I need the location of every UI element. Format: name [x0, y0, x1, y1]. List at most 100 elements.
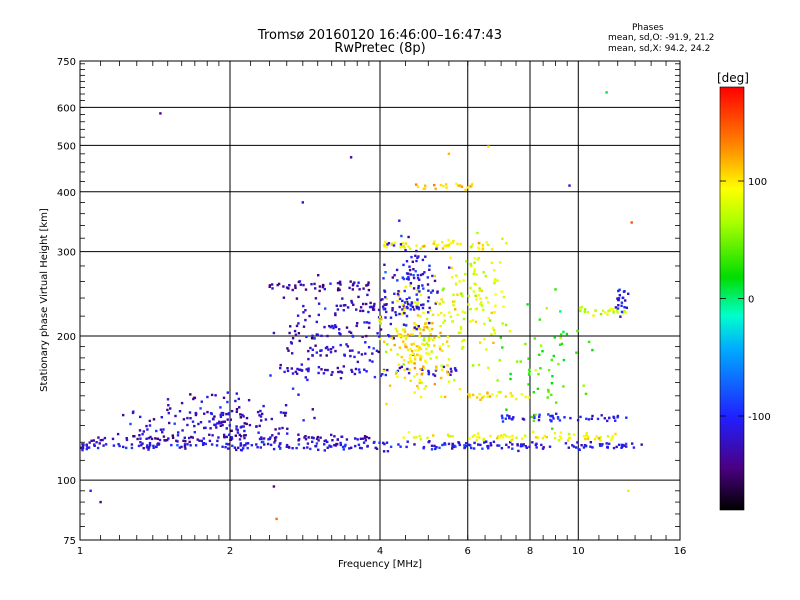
echo-point: [282, 411, 285, 415]
echo-point: [361, 309, 365, 313]
echo-point: [166, 398, 170, 401]
echo-point: [385, 402, 388, 406]
echo-point: [382, 305, 385, 308]
echo-point: [456, 313, 459, 316]
echo-point: [345, 343, 348, 346]
echo-point: [524, 395, 527, 399]
echo-point: [390, 336, 393, 339]
echo-point: [433, 444, 436, 448]
echo-point: [371, 306, 375, 310]
echo-point: [258, 414, 261, 417]
echo-point: [447, 358, 451, 361]
echo-point: [139, 441, 142, 444]
echo-point: [600, 444, 603, 447]
echo-point: [295, 446, 298, 450]
echo-point: [421, 258, 425, 262]
echo-point: [329, 282, 332, 285]
echo-point: [442, 321, 445, 324]
echo-point: [171, 434, 174, 437]
echo-point: [617, 443, 621, 446]
echo-point: [476, 258, 479, 261]
echo-point: [302, 419, 305, 422]
echo-point: [580, 305, 583, 309]
echo-point: [457, 441, 460, 444]
echo-point: [398, 219, 401, 222]
echo-point: [396, 369, 400, 373]
echo-point: [501, 322, 504, 325]
echo-point: [457, 184, 460, 187]
y-tick-label: 75: [63, 536, 76, 547]
echo-point: [330, 445, 333, 448]
echo-point: [99, 500, 102, 504]
echo-point: [86, 446, 89, 449]
echo-point: [382, 277, 385, 280]
echo-point: [416, 274, 420, 277]
echo-point: [92, 439, 95, 442]
echo-point: [402, 328, 405, 331]
echo-point: [627, 292, 630, 295]
echo-point: [88, 441, 91, 444]
echo-point: [599, 312, 603, 316]
echo-point: [385, 246, 388, 249]
echo-point: [569, 416, 572, 420]
echo-point: [160, 416, 163, 419]
echo-point: [612, 311, 615, 314]
echo-point: [398, 346, 402, 349]
echo-point: [476, 231, 479, 235]
echo-point: [428, 306, 431, 310]
echo-point: [180, 445, 183, 449]
echo-point: [393, 241, 397, 245]
echo-point: [576, 441, 579, 444]
echo-point: [257, 431, 260, 434]
echo-point: [381, 298, 384, 301]
echo-point: [269, 443, 273, 447]
echo-point: [387, 242, 391, 245]
echo-point: [409, 273, 412, 276]
echo-point: [436, 290, 439, 293]
echo-point: [169, 407, 172, 410]
echo-point: [349, 280, 352, 283]
echo-point: [433, 274, 437, 278]
echo-point: [558, 435, 562, 438]
echo-point: [458, 280, 461, 283]
echo-point: [377, 308, 381, 312]
echo-point: [439, 376, 443, 380]
echo-point: [402, 245, 405, 248]
echo-point: [415, 323, 418, 327]
echo-point: [438, 335, 441, 339]
echo-point: [186, 443, 189, 446]
echo-point: [454, 308, 457, 311]
echo-point: [408, 296, 411, 299]
echo-point: [289, 325, 292, 328]
echo-point: [401, 276, 404, 279]
echo-point: [427, 289, 430, 292]
echo-point: [343, 354, 346, 357]
echo-point: [479, 443, 482, 447]
echo-point: [239, 435, 243, 438]
echo-point: [472, 393, 475, 397]
echo-point: [496, 379, 499, 382]
echo-point: [239, 413, 242, 416]
colorbar-tick-label: -100: [748, 412, 771, 423]
echo-point: [478, 436, 481, 439]
echo-point: [373, 302, 376, 306]
echo-point: [473, 270, 476, 273]
echo-point: [436, 243, 439, 246]
echo-point: [489, 444, 493, 447]
echo-point: [418, 434, 421, 438]
echo-point: [429, 333, 432, 336]
echo-point: [373, 375, 377, 379]
echo-point: [431, 289, 434, 292]
echo-point: [200, 439, 203, 443]
echo-point: [186, 416, 189, 420]
echo-point: [445, 340, 449, 343]
echo-point: [481, 248, 485, 251]
echo-point: [368, 321, 371, 325]
echo-point: [352, 282, 355, 286]
echo-point: [624, 442, 628, 446]
echo-point: [197, 422, 200, 426]
echo-point: [587, 418, 591, 421]
echo-point: [321, 283, 325, 287]
colorbar-tick-label: 0: [748, 295, 754, 306]
echo-point: [486, 243, 490, 247]
